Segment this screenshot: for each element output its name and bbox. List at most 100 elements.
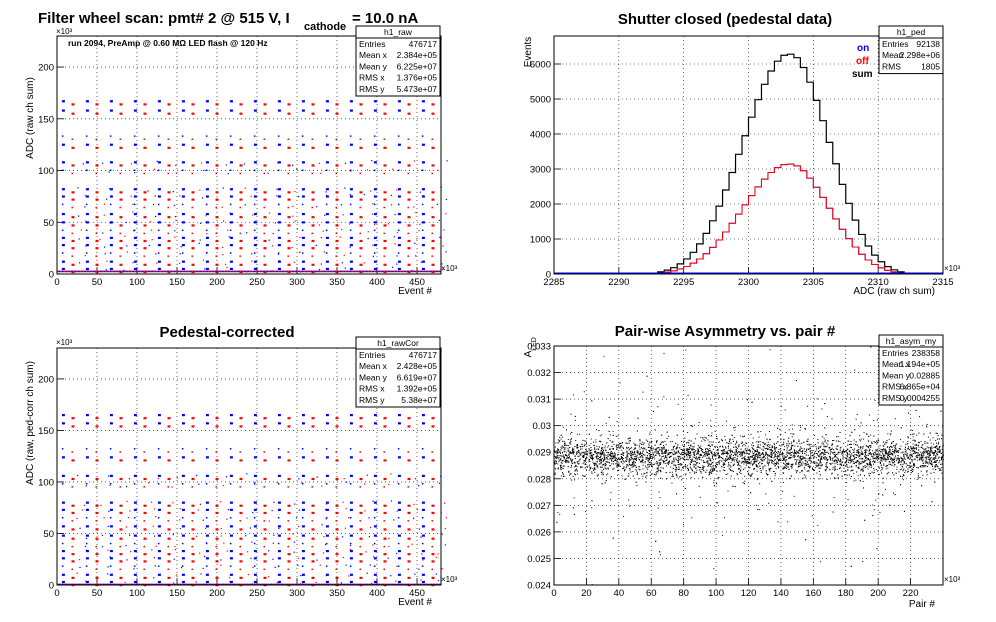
- scatter-point-on: [229, 549, 233, 553]
- scatter-pedestal-point: [57, 270, 59, 273]
- asym-point: [632, 458, 634, 460]
- scatter-point-off: [167, 553, 171, 556]
- scatter-point-off: [95, 198, 99, 201]
- scatter-point-off: [215, 459, 219, 462]
- scatter-point-extra: [252, 512, 254, 514]
- scatter-pedestal-point: [401, 583, 403, 586]
- panel-rawcor-x-exponent: ×10³: [441, 575, 458, 584]
- scatter-point-off: [143, 560, 147, 563]
- asym-point: [587, 465, 589, 467]
- scatter-point-extra: [219, 501, 222, 503]
- scatter-point-off: [215, 520, 217, 522]
- scatter-point-on: [109, 422, 113, 425]
- asym-point: [870, 434, 872, 436]
- scatter-pedestal-point: [297, 270, 299, 273]
- asym-point: [631, 450, 633, 452]
- scatter-point-on: [229, 229, 232, 232]
- scatter-point-off: [311, 263, 315, 266]
- scatter-point-off: [143, 164, 147, 167]
- asym-point: [916, 452, 918, 454]
- scatter-point-on: [301, 483, 304, 485]
- asym-point: [689, 453, 691, 455]
- asym-point: [753, 458, 755, 460]
- scatter-pedestal-point: [149, 270, 152, 273]
- asym-point: [799, 429, 801, 431]
- scatter-point-on: [181, 252, 184, 254]
- scatter-point-off: [239, 560, 243, 563]
- asym-point: [796, 459, 798, 461]
- scatter-point-on: [325, 474, 329, 477]
- scatter-point-on: [421, 229, 424, 232]
- scatter-pedestal-point: [122, 270, 125, 273]
- asym-point: [791, 441, 793, 443]
- scatter-pedestal-point: [421, 270, 424, 273]
- scatter-point-extra: [268, 239, 270, 241]
- scatter-point-off: [359, 206, 361, 209]
- scatter-point-extra: [155, 515, 157, 518]
- scatter-point-extra: [320, 172, 322, 174]
- scatter-point-off: [143, 425, 147, 428]
- scatter-pedestal-point: [189, 270, 192, 273]
- asym-point: [658, 465, 660, 467]
- asym-point: [702, 451, 704, 453]
- asym-point: [853, 480, 855, 482]
- scatter-point-extra: [294, 220, 296, 222]
- scatter-point-on: [85, 517, 88, 519]
- scatter-point-on: [205, 169, 208, 172]
- asym-point: [746, 447, 748, 449]
- asym-point: [818, 456, 820, 458]
- scatter-point-on: [205, 236, 209, 239]
- x-tick-label: 220: [903, 588, 919, 599]
- asym-point: [883, 449, 885, 451]
- scatter-point-on: [181, 542, 184, 545]
- scatter-point-off: [287, 451, 289, 453]
- scatter-point-off: [167, 459, 171, 462]
- asym-point: [940, 438, 942, 440]
- asym-point: [903, 474, 905, 476]
- asym-point: [777, 455, 779, 457]
- scatter-point-on: [421, 542, 424, 545]
- scatter-point-on: [205, 501, 209, 504]
- scatter-point-extra: [294, 190, 296, 193]
- asym-point: [783, 481, 785, 483]
- scatter-point-on: [373, 580, 377, 584]
- scatter-pedestal-point: [417, 583, 419, 586]
- scatter-point-on: [253, 542, 256, 545]
- asym-point: [604, 454, 606, 456]
- scatter-point-extra: [173, 558, 175, 560]
- scatter-pedestal-point: [327, 583, 330, 586]
- scatter-point-on: [421, 447, 424, 450]
- scatter-pedestal-point: [338, 270, 341, 273]
- asym-point: [919, 455, 921, 457]
- asym-point: [832, 462, 834, 464]
- scatter-point-on: [85, 161, 89, 164]
- scatter-point-extra: [124, 235, 126, 237]
- scatter-pedestal-point: [277, 270, 280, 273]
- scatter-pedestal-point: [324, 270, 327, 273]
- scatter-point-extra: [340, 228, 343, 231]
- scatter-point-off: [143, 511, 147, 515]
- scatter-point-on: [349, 143, 353, 146]
- asym-point: [889, 434, 891, 436]
- scatter-pedestal-point: [170, 583, 173, 586]
- scatter-point-off: [359, 263, 363, 266]
- scatter-pedestal-point: [223, 270, 226, 273]
- scatter-point-off: [359, 451, 361, 453]
- scatter-point-extra: [126, 251, 129, 253]
- scatter-pedestal-point: [90, 583, 93, 586]
- asym-point: [634, 465, 636, 467]
- asym-point: [919, 457, 921, 459]
- scatter-point-off: [383, 528, 387, 531]
- asym-point: [642, 448, 644, 450]
- scatter-pedestal-point: [425, 583, 427, 586]
- asym-point: [882, 458, 884, 460]
- scatter-pedestal-point: [84, 270, 87, 273]
- asym-point: [911, 450, 913, 452]
- asym-point: [595, 439, 597, 441]
- asym-point: [717, 477, 719, 479]
- asym-point: [567, 449, 569, 451]
- asym-point: [755, 451, 757, 453]
- scatter-pedestal-point: [353, 270, 355, 273]
